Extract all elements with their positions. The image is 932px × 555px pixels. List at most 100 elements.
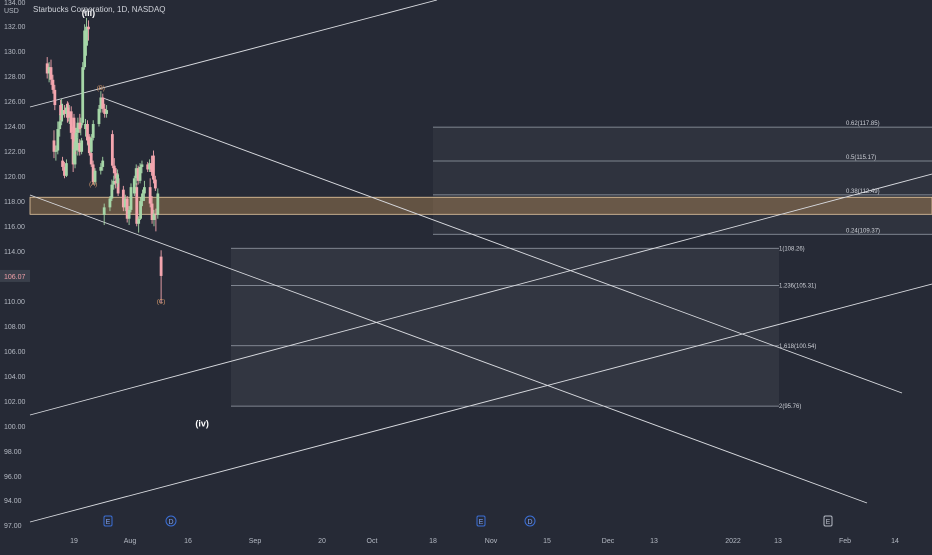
time-tick-label: Oct bbox=[367, 538, 378, 545]
candle-body bbox=[154, 213, 158, 215]
support-zone bbox=[29, 196, 932, 215]
candle bbox=[143, 180, 146, 202]
candle bbox=[101, 93, 105, 113]
candle-body bbox=[54, 150, 58, 152]
candle-body bbox=[72, 149, 76, 164]
candle bbox=[125, 195, 129, 223]
candle-body bbox=[84, 123, 87, 130]
price-tick-label: 116.00 bbox=[4, 224, 25, 231]
candle-body bbox=[148, 187, 152, 204]
price-tick-label: 96.00 bbox=[4, 474, 22, 481]
time-tick-label: 14 bbox=[891, 538, 899, 545]
candle-body bbox=[148, 163, 152, 170]
time-tick-label: 15 bbox=[543, 538, 551, 545]
candle bbox=[72, 145, 76, 165]
candle-body bbox=[97, 108, 101, 124]
candle bbox=[74, 130, 78, 152]
candle bbox=[52, 130, 56, 159]
candle-body bbox=[53, 89, 57, 106]
event-badge-shape bbox=[524, 515, 536, 527]
event-badge-letter: D bbox=[168, 519, 173, 526]
candle bbox=[63, 161, 66, 179]
candle bbox=[129, 183, 133, 213]
candle-body bbox=[159, 256, 163, 276]
candle-body bbox=[58, 121, 62, 130]
price-tick-label: 128.00 bbox=[4, 74, 26, 81]
candle bbox=[65, 159, 68, 178]
candle-body bbox=[91, 164, 95, 183]
price-tick-label: 97.00 bbox=[4, 523, 22, 530]
candle bbox=[159, 250, 163, 304]
candle bbox=[152, 150, 155, 184]
candle bbox=[154, 208, 158, 232]
event-badge-letter: E bbox=[479, 519, 484, 526]
event-badge-shape bbox=[476, 515, 486, 527]
fib-level-label: 2(95.76) bbox=[779, 404, 801, 410]
candle-body bbox=[85, 26, 88, 46]
fib-extension-zone bbox=[231, 248, 779, 407]
time-tick-label: 19 bbox=[70, 538, 78, 545]
candle-body bbox=[72, 117, 76, 138]
time-tick-label: Nov bbox=[485, 538, 498, 545]
candle bbox=[91, 160, 95, 185]
candle bbox=[97, 105, 101, 127]
candle-body bbox=[137, 218, 141, 224]
candle bbox=[114, 168, 118, 183]
candle bbox=[139, 197, 142, 220]
event-badge-letter: E bbox=[826, 519, 831, 526]
candle-body bbox=[103, 108, 107, 114]
candle-body bbox=[71, 132, 75, 165]
candle bbox=[153, 175, 157, 191]
candle bbox=[102, 203, 106, 226]
candle-body bbox=[134, 168, 138, 179]
fib-level-label: 1(108.26) bbox=[779, 246, 805, 252]
candle-body bbox=[108, 198, 112, 208]
price-tick-label: 94.00 bbox=[4, 498, 22, 505]
candle-body bbox=[74, 132, 78, 150]
candle-body bbox=[89, 153, 93, 165]
candle-body bbox=[125, 198, 129, 219]
candle bbox=[59, 100, 62, 121]
candle-body bbox=[59, 105, 62, 116]
candle bbox=[101, 156, 105, 171]
candle-body bbox=[110, 134, 114, 166]
candle bbox=[54, 145, 58, 161]
candle bbox=[108, 195, 112, 212]
symbol-title[interactable]: Starbucks Corporation, 1D, NASDAQ bbox=[33, 5, 166, 14]
candle bbox=[66, 102, 70, 122]
candle bbox=[135, 183, 139, 227]
candle bbox=[56, 121, 60, 155]
candle bbox=[45, 57, 49, 79]
event-badge-shape bbox=[823, 515, 833, 527]
candle-body bbox=[156, 193, 160, 215]
fib-level-label: 0.38(112.49) bbox=[846, 189, 880, 195]
candle bbox=[78, 139, 82, 156]
candle bbox=[112, 175, 116, 190]
candle bbox=[49, 59, 53, 85]
candle bbox=[150, 155, 153, 176]
fib-level-label: 0.62(117.85) bbox=[846, 121, 880, 127]
candle-body bbox=[116, 174, 119, 184]
price-tick-label: 110.00 bbox=[4, 299, 25, 306]
candle-body bbox=[101, 160, 105, 167]
candle-body bbox=[139, 201, 142, 219]
candle-body bbox=[143, 187, 146, 194]
candle-body bbox=[112, 165, 116, 174]
trend-line bbox=[102, 97, 903, 394]
candle bbox=[69, 106, 73, 140]
candle-body bbox=[63, 166, 66, 176]
candle bbox=[51, 74, 55, 94]
candle-body bbox=[83, 30, 87, 68]
price-tick-label: 120.00 bbox=[4, 174, 26, 181]
candle bbox=[110, 179, 114, 202]
time-tick-label: Feb bbox=[839, 538, 851, 545]
price-tick-label: 102.00 bbox=[4, 399, 26, 406]
candle bbox=[150, 195, 154, 224]
wave-label: (iv) bbox=[195, 418, 209, 428]
candle-body bbox=[63, 110, 66, 114]
candle bbox=[78, 113, 82, 133]
trend-line bbox=[29, 194, 868, 504]
time-tick-label: Aug bbox=[124, 538, 137, 545]
